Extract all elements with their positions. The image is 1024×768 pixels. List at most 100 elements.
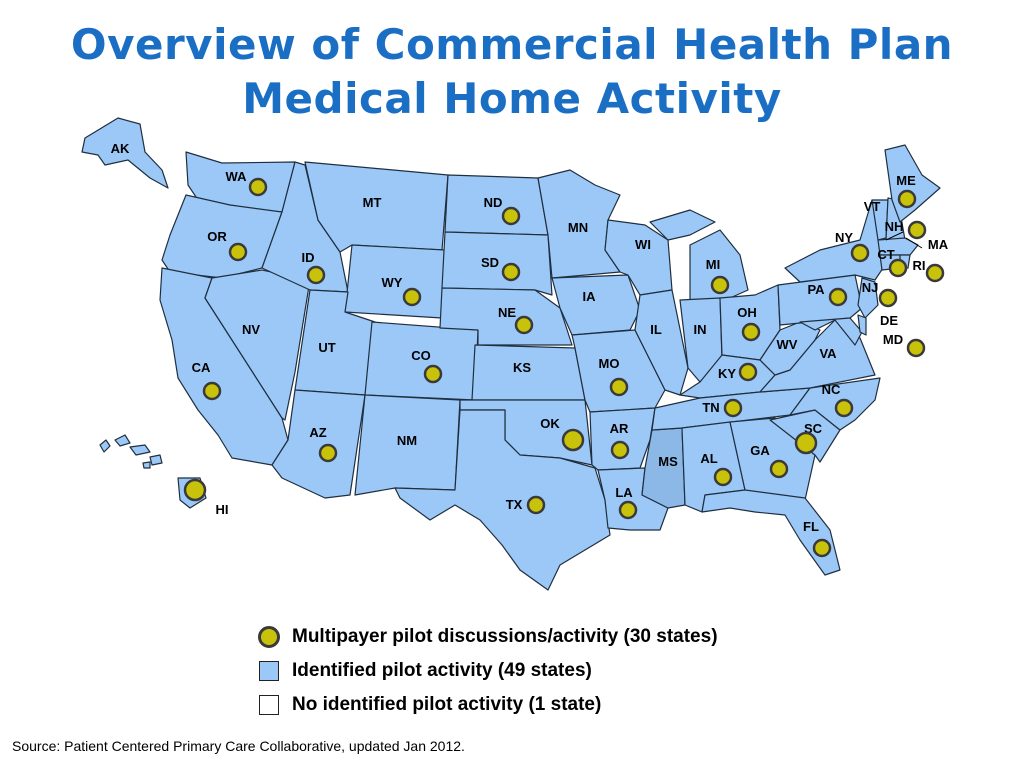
state-label-co: CO <box>411 348 431 363</box>
state-label-al: AL <box>700 451 717 466</box>
pilot-dot-or <box>228 242 248 262</box>
state-label-de: DE <box>880 313 898 328</box>
pilot-dot-me <box>897 189 917 209</box>
pilot-dot-ct <box>888 258 908 278</box>
state-label-mt: MT <box>363 195 382 210</box>
state-label-hi: HI <box>216 502 229 517</box>
state-label-in: IN <box>694 322 707 337</box>
pilot-dot-ga <box>769 459 789 479</box>
pilot-dot-ky <box>738 362 758 382</box>
state-shape-nc <box>789 377 881 431</box>
legend-blue-square-icon <box>259 661 279 681</box>
state-label-ne: NE <box>498 305 516 320</box>
state-label-tx: TX <box>506 497 523 512</box>
legend-white-square-icon <box>259 695 279 715</box>
legend-dot-icon <box>258 626 280 648</box>
pilot-dot-oh <box>741 322 761 342</box>
state-label-ar: AR <box>610 421 629 436</box>
state-label-sd: SD <box>481 255 499 270</box>
state-label-oh: OH <box>737 305 757 320</box>
legend-label-multipayer: Multipayer pilot discussions/activity (3… <box>292 626 718 647</box>
state-shape-hi-4 <box>149 454 163 466</box>
state-label-md: MD <box>883 332 903 347</box>
state-shape-ma <box>877 237 919 256</box>
pilot-dot-nc <box>834 398 854 418</box>
state-label-nm: NM <box>397 433 417 448</box>
state-label-tn: TN <box>702 400 719 415</box>
pilot-dot-az <box>318 443 338 463</box>
title-line-1: Overview of Commercial Health Plan <box>70 20 954 69</box>
source-note: Source: Patient Centered Primary Care Co… <box>12 738 465 754</box>
legend-row-none: No identified pilot activity (1 state) <box>258 688 718 722</box>
pilot-dot-md <box>906 338 926 358</box>
pilot-dot-ca <box>202 381 222 401</box>
state-label-ma: MA <box>928 237 949 252</box>
state-shape-tx <box>394 409 611 591</box>
state-label-ut: UT <box>318 340 335 355</box>
state-label-wa: WA <box>226 169 248 184</box>
legend-row-identified: Identified pilot activity (49 states) <box>258 654 718 688</box>
state-label-nd: ND <box>484 195 503 210</box>
state-shape-fl <box>701 489 841 576</box>
state-shape-az <box>271 389 366 499</box>
state-label-az: AZ <box>309 425 326 440</box>
pilot-dot-sc <box>794 431 818 455</box>
state-label-ks: KS <box>513 360 531 375</box>
legend-label-identified: Identified pilot activity (49 states) <box>292 660 592 681</box>
state-label-ny: NY <box>835 230 853 245</box>
state-label-vt: VT <box>864 199 881 214</box>
pilot-dots <box>183 177 945 558</box>
state-label-mi: MI <box>706 257 720 272</box>
label-leader-line-1 <box>885 231 904 241</box>
state-label-nv: NV <box>242 322 260 337</box>
pilot-dot-al <box>713 467 733 487</box>
state-label-ga: GA <box>750 443 770 458</box>
state-shape-md <box>799 317 863 346</box>
title-line-2: Medical Home Activity <box>242 74 782 123</box>
pilot-dot-nd <box>501 206 521 226</box>
state-label-nc: NC <box>822 382 841 397</box>
state-labels: AK WA OR CA NV ID MT WY UT AZ CO NM ND SD NE KS OK TX MN IA… <box>111 141 949 534</box>
state-shape-hi-3 <box>129 444 151 456</box>
state-label-il: IL <box>650 322 662 337</box>
pilot-dot-pa <box>828 287 848 307</box>
pilot-dot-tn <box>723 398 743 418</box>
legend-label-none: No identified pilot activity (1 state) <box>292 694 602 715</box>
state-shape-mi-up <box>649 209 716 241</box>
state-label-ri: RI <box>913 258 926 273</box>
state-label-mn: MN <box>568 220 588 235</box>
label-leader-line-0 <box>905 237 923 249</box>
pilot-dot-la <box>618 500 638 520</box>
us-map: AK WA OR CA NV ID MT WY UT AZ CO NM ND SD NE KS OK TX MN IA… <box>81 117 949 591</box>
pilot-dot-ri <box>925 263 945 283</box>
state-label-wy: WY <box>382 275 403 290</box>
state-shape-de <box>857 314 867 336</box>
legend-row-multipayer: Multipayer pilot discussions/activity (3… <box>258 620 718 654</box>
state-label-va: VA <box>819 346 837 361</box>
state-label-ky: KY <box>718 366 736 381</box>
legend: Multipayer pilot discussions/activity (3… <box>258 620 718 722</box>
state-label-ca: CA <box>192 360 211 375</box>
state-shape-hi-2 <box>114 434 131 447</box>
pilot-dot-sd <box>501 262 521 282</box>
state-label-wv: WV <box>777 337 798 352</box>
pilot-dot-mi <box>710 275 730 295</box>
pilot-dot-fl <box>812 538 832 558</box>
state-label-me: ME <box>896 173 916 188</box>
pilot-dot-id <box>306 265 326 285</box>
pilot-dot-co <box>423 364 443 384</box>
state-shape-il <box>634 289 689 396</box>
state-label-nh: NH <box>885 219 904 234</box>
state-label-pa: PA <box>807 282 825 297</box>
state-label-ak: AK <box>111 141 130 156</box>
state-label-id: ID <box>302 250 315 265</box>
pilot-dot-hi <box>183 478 207 502</box>
state-label-fl: FL <box>803 519 819 534</box>
state-shape-hi-5 <box>142 461 151 469</box>
state-label-la: LA <box>615 485 633 500</box>
state-shape-ak <box>81 117 169 189</box>
state-label-wi: WI <box>635 237 651 252</box>
state-shape-ne <box>439 287 573 346</box>
state-label-nj: NJ <box>862 280 879 295</box>
pilot-dot-nj <box>878 288 898 308</box>
